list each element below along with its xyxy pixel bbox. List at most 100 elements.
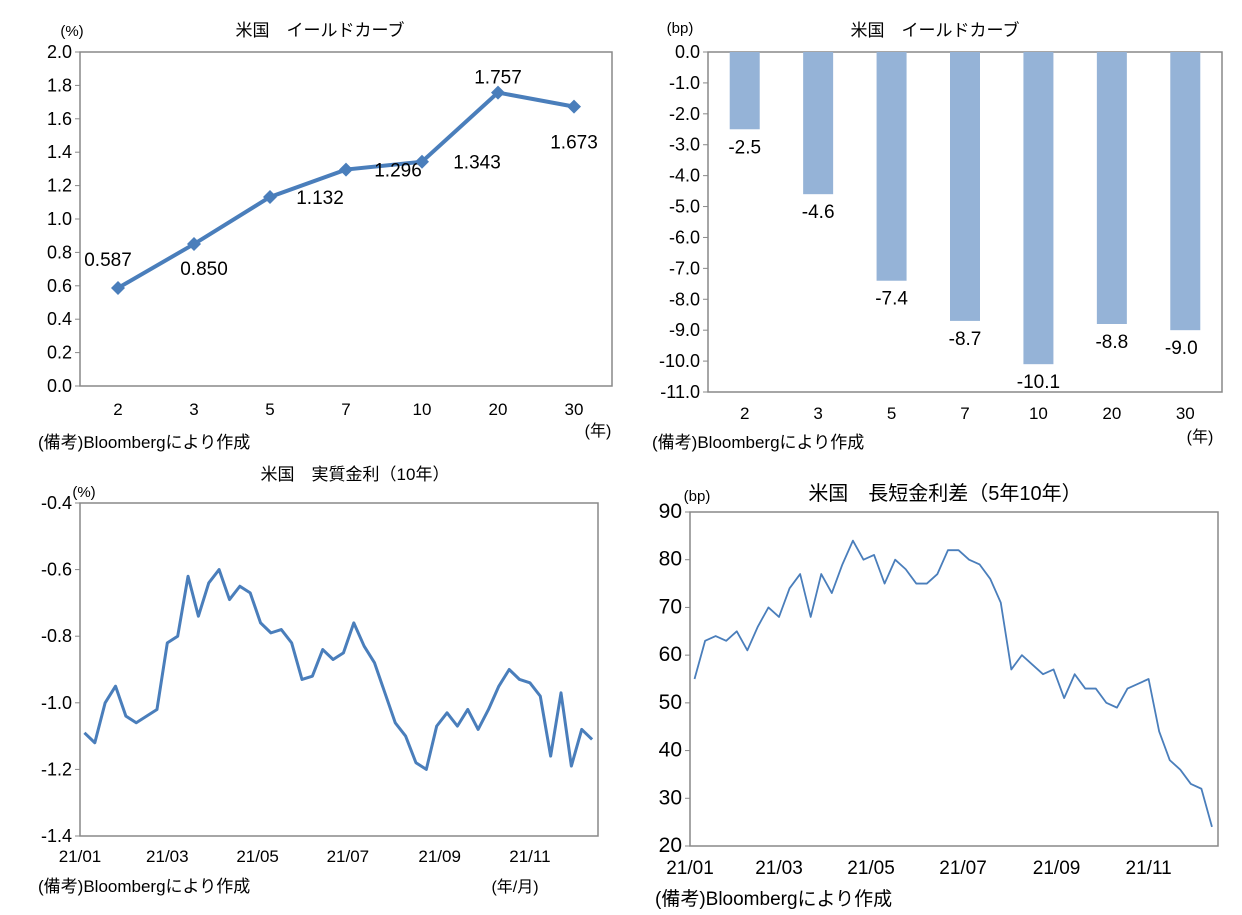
x-tick-label: 21/01 bbox=[666, 858, 714, 879]
x-axis-unit: (年) bbox=[585, 422, 612, 440]
x-tick-label: 7 bbox=[960, 404, 969, 423]
y-tick-label: -5.0 bbox=[669, 197, 700, 217]
x-tick-label: 30 bbox=[1176, 404, 1195, 423]
series-line bbox=[693, 539, 1213, 828]
data-label: 0.587 bbox=[84, 250, 132, 271]
y-axis-unit: (%) bbox=[72, 484, 95, 501]
y-tick-label: -0.8 bbox=[41, 626, 72, 646]
data-point bbox=[263, 189, 277, 204]
y-tick-label: -1.0 bbox=[669, 73, 700, 93]
data-label: -8.7 bbox=[949, 329, 982, 350]
bar bbox=[1096, 52, 1127, 324]
data-label: -9.0 bbox=[1165, 338, 1198, 359]
y-tick-label: -1.2 bbox=[41, 759, 72, 779]
y-tick-label: 0.4 bbox=[47, 309, 72, 329]
x-tick-label: 5 bbox=[887, 404, 896, 423]
y-tick-label: 80 bbox=[659, 548, 682, 571]
plot-area bbox=[689, 511, 1219, 847]
data-point bbox=[187, 237, 201, 252]
plot-area bbox=[79, 51, 613, 387]
x-tick-label: 3 bbox=[189, 400, 198, 419]
data-label: 1.757 bbox=[474, 68, 522, 89]
y-tick-label: -11.0 bbox=[660, 382, 700, 402]
x-tick-label: 21/11 bbox=[509, 847, 550, 866]
y-tick-label: 1.2 bbox=[47, 176, 72, 196]
x-axis-unit: (年/月) bbox=[491, 878, 538, 896]
x-tick-label: 2 bbox=[740, 404, 749, 423]
y-tick-label: 90 bbox=[659, 500, 682, 523]
x-tick-label: 10 bbox=[1029, 404, 1048, 423]
chart-title: 米国 イールドカーブ bbox=[851, 20, 1020, 40]
bar bbox=[803, 52, 834, 195]
data-point bbox=[567, 99, 581, 114]
x-tick-label: 5 bbox=[265, 400, 274, 419]
x-tick-label: 10 bbox=[413, 400, 432, 419]
x-tick-label: 21/01 bbox=[59, 847, 102, 866]
x-tick-label: 30 bbox=[565, 400, 584, 419]
data-label: 1.296 bbox=[374, 161, 422, 182]
data-label: 1.343 bbox=[453, 153, 501, 174]
data-label: -10.1 bbox=[1017, 372, 1060, 393]
y-tick-label: 70 bbox=[659, 595, 682, 618]
y-tick-label: 1.6 bbox=[47, 109, 72, 129]
data-label: -8.8 bbox=[1095, 332, 1128, 353]
data-label: 1.132 bbox=[296, 188, 344, 209]
y-tick-label: 0.8 bbox=[47, 242, 72, 262]
y-tick-label: 1.0 bbox=[47, 209, 72, 229]
x-tick-label: 21/09 bbox=[1033, 858, 1081, 879]
data-label: 1.673 bbox=[550, 133, 598, 154]
x-tick-label: 7 bbox=[341, 400, 350, 419]
plot-area bbox=[79, 502, 599, 837]
y-tick-label: 1.4 bbox=[47, 142, 72, 162]
y-axis-unit: (bp) bbox=[667, 20, 694, 37]
bar bbox=[1170, 52, 1201, 331]
bar bbox=[729, 52, 760, 130]
source-note: (備考)Bloombergにより作成 bbox=[38, 877, 250, 896]
data-point bbox=[415, 154, 429, 169]
data-label: 0.850 bbox=[180, 259, 228, 280]
y-tick-label: -8.0 bbox=[669, 289, 700, 309]
y-tick-label: -7.0 bbox=[669, 258, 700, 278]
y-tick-label: -1.4 bbox=[41, 826, 72, 846]
data-label: -2.5 bbox=[728, 137, 761, 158]
x-axis-unit: (年) bbox=[1187, 428, 1214, 446]
x-tick-label: 21/03 bbox=[755, 858, 803, 879]
y-tick-label: 60 bbox=[659, 643, 682, 666]
data-label: -7.4 bbox=[875, 289, 908, 310]
x-tick-label: 3 bbox=[813, 404, 822, 423]
x-tick-label: 21/03 bbox=[146, 847, 189, 866]
source-note: (備考)Bloombergにより作成 bbox=[652, 433, 864, 452]
bar bbox=[950, 52, 980, 321]
y-tick-label: -9.0 bbox=[669, 320, 700, 340]
y-tick-label: 0.6 bbox=[47, 276, 72, 296]
x-tick-label: 20 bbox=[489, 400, 508, 419]
bar bbox=[1023, 52, 1054, 365]
x-tick-label: 21/05 bbox=[236, 847, 279, 866]
chart-title: 米国 長短金利差（5年10年） bbox=[808, 482, 1081, 505]
x-tick-label: 21/11 bbox=[1126, 858, 1172, 879]
x-tick-label: 21/05 bbox=[847, 858, 895, 879]
y-tick-label: 50 bbox=[659, 691, 682, 714]
data-point bbox=[339, 162, 353, 177]
y-tick-label: -0.6 bbox=[41, 560, 72, 580]
x-tick-label: 21/07 bbox=[327, 847, 370, 866]
y-tick-label: 0.0 bbox=[47, 376, 72, 396]
data-point bbox=[111, 280, 125, 295]
y-tick-label: 0.2 bbox=[47, 343, 72, 363]
bar bbox=[876, 52, 907, 281]
x-tick-label: 21/09 bbox=[418, 847, 461, 866]
x-tick-label: 2 bbox=[113, 400, 122, 419]
y-tick-label: 2.0 bbox=[47, 42, 72, 62]
source-note: (備考)Bloombergにより作成 bbox=[38, 433, 250, 452]
y-axis-unit: (%) bbox=[60, 23, 83, 40]
x-tick-label: 21/07 bbox=[939, 858, 987, 879]
y-tick-label: 0.0 bbox=[675, 42, 700, 62]
source-note: (備考)Bloombergにより作成 bbox=[655, 888, 892, 910]
data-point bbox=[491, 85, 505, 100]
y-tick-label: -4.0 bbox=[669, 166, 700, 186]
chart-title: 米国 実質金利（10年） bbox=[261, 465, 450, 484]
y-axis-unit: (bp) bbox=[684, 488, 711, 505]
y-tick-label: 40 bbox=[659, 739, 682, 762]
y-tick-label: -1.0 bbox=[41, 693, 72, 713]
